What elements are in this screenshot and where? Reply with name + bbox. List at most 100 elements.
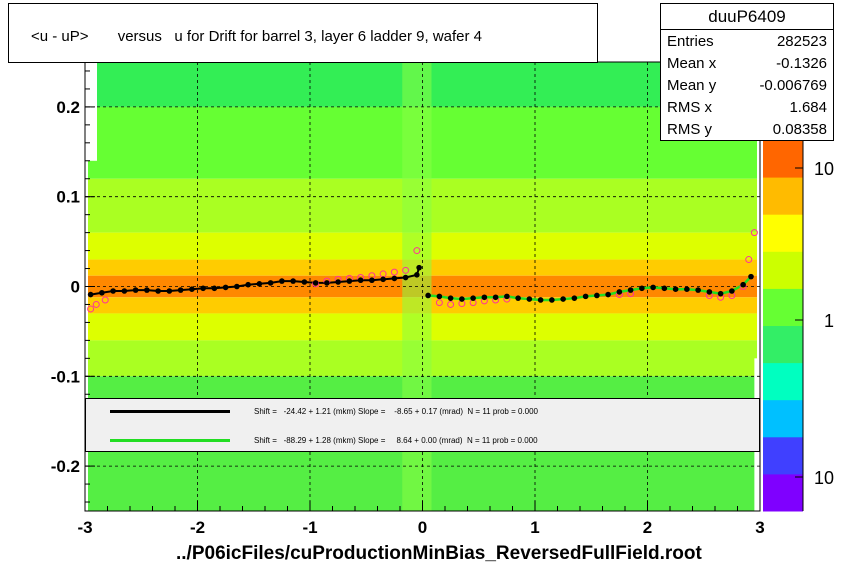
colorbar-segment xyxy=(763,214,803,252)
data-point-filled xyxy=(369,277,375,284)
x-tick-label: 3 xyxy=(755,518,764,537)
data-point-open xyxy=(402,266,410,274)
colorbar-segment xyxy=(763,251,803,289)
stats-label: RMS y xyxy=(667,121,712,138)
data-point-filled xyxy=(470,295,476,301)
data-point-filled xyxy=(594,292,600,299)
stats-row-mean-x: Mean x -0.1326 xyxy=(667,53,827,75)
x-tick-label: -1 xyxy=(302,518,317,537)
data-point-filled xyxy=(166,288,173,294)
y-tick-label: 0.2 xyxy=(56,98,80,117)
data-point-filled xyxy=(748,273,754,280)
stats-label: RMS x xyxy=(667,99,712,116)
heatmap-empty-corner xyxy=(85,62,97,161)
data-point-filled xyxy=(740,281,746,288)
data-point-filled xyxy=(99,289,105,296)
data-point-open xyxy=(87,305,95,313)
y-tick-label: 0.1 xyxy=(56,188,80,207)
data-point-filled xyxy=(177,287,184,293)
data-point-filled xyxy=(267,280,274,286)
data-point-filled xyxy=(729,288,735,294)
data-point-filled xyxy=(549,297,555,303)
x-tick-label: 0 xyxy=(418,518,427,537)
data-point-filled xyxy=(189,286,195,292)
data-point-filled xyxy=(144,287,150,293)
data-point-filled xyxy=(87,291,94,298)
stats-value: 282523 xyxy=(776,33,827,50)
data-point-filled xyxy=(560,296,566,302)
data-point-filled xyxy=(346,278,353,284)
data-point-filled xyxy=(155,288,161,294)
data-point-filled xyxy=(222,284,229,291)
legend-text-black-fit: Shift = -24.42 + 1.21 (mkm) Slope = -8.6… xyxy=(254,407,539,416)
colorbar-segment xyxy=(763,177,803,215)
stats-label: Entries xyxy=(667,33,714,50)
data-point-filled xyxy=(425,292,431,299)
data-point-filled xyxy=(605,291,611,298)
data-point-filled xyxy=(245,281,251,288)
data-point-filled xyxy=(391,275,398,282)
data-point-filled xyxy=(279,278,285,284)
data-point-open xyxy=(101,296,109,304)
data-point-open xyxy=(390,268,398,276)
data-point-open xyxy=(750,229,758,237)
stats-row-rms-x: RMS x 1.684 xyxy=(667,97,827,119)
data-point-open xyxy=(435,299,443,307)
x-tick-label: 1 xyxy=(530,518,539,537)
legend-line-black-fit xyxy=(110,410,230,413)
stats-label: Mean x xyxy=(667,55,717,72)
data-point-filled xyxy=(256,281,263,287)
legend-line-green-fit xyxy=(110,439,230,442)
data-point-filled xyxy=(695,287,701,293)
data-point-filled xyxy=(402,274,409,281)
stats-row-mean-y: Mean y -0.006769 xyxy=(667,75,827,97)
legend-text-green-fit: Shift = -88.29 + 1.28 (mkm) Slope = 8.64… xyxy=(254,436,538,445)
colorbar-label: 10 xyxy=(814,159,834,179)
data-point-filled xyxy=(200,285,206,292)
data-point-open xyxy=(745,256,753,264)
data-point-filled xyxy=(504,293,510,300)
data-point-filled xyxy=(627,287,634,293)
stats-value: -0.1326 xyxy=(776,55,827,72)
colorbar-label: 10 xyxy=(814,468,834,488)
data-point-filled xyxy=(335,279,341,285)
data-point-filled xyxy=(481,294,488,301)
stats-value: -0.006769 xyxy=(759,77,827,94)
data-point-filled xyxy=(639,285,645,292)
stats-value: 1.684 xyxy=(789,99,827,116)
data-point-filled xyxy=(290,278,296,284)
data-point-filled xyxy=(234,283,240,290)
data-point-filled xyxy=(312,280,319,286)
colorbar-segment xyxy=(763,140,803,178)
data-point-filled xyxy=(324,280,330,286)
data-point-filled xyxy=(380,276,386,283)
data-point-filled xyxy=(661,285,668,292)
data-point-filled xyxy=(436,293,443,300)
data-point-filled xyxy=(414,272,420,278)
colorbar-segment xyxy=(763,362,803,401)
x-tick-label: 2 xyxy=(643,518,652,537)
stats-box: duuP6409 Entries 282523 Mean x -0.1326 M… xyxy=(660,3,834,141)
data-point-filled xyxy=(582,293,589,300)
data-point-open xyxy=(92,300,100,308)
data-point-filled xyxy=(492,294,499,301)
fit-legend: Shift = -24.42 + 1.21 (mkm) Slope = -8.6… xyxy=(85,398,760,452)
data-point-filled xyxy=(515,295,521,301)
data-point-open xyxy=(447,300,455,308)
data-point-filled xyxy=(706,289,713,295)
data-point-filled xyxy=(132,287,139,293)
data-point-open xyxy=(413,247,421,255)
data-point-filled xyxy=(616,289,623,295)
y-tick-label: 0 xyxy=(71,278,80,297)
colorbar-segment xyxy=(763,436,803,475)
colorbar-segment xyxy=(763,325,803,364)
data-point-filled xyxy=(526,296,533,302)
data-point-filled xyxy=(717,290,724,297)
x-tick-label: -3 xyxy=(77,518,92,537)
data-point-filled xyxy=(459,296,465,302)
stats-histogram-name: duuP6409 xyxy=(661,4,833,30)
colorbar-segment xyxy=(763,473,803,512)
data-point-filled xyxy=(211,285,218,292)
data-point-filled xyxy=(571,295,578,301)
x-axis-title: ../P06icFiles/cuProductionMinBias_Revers… xyxy=(176,543,702,564)
